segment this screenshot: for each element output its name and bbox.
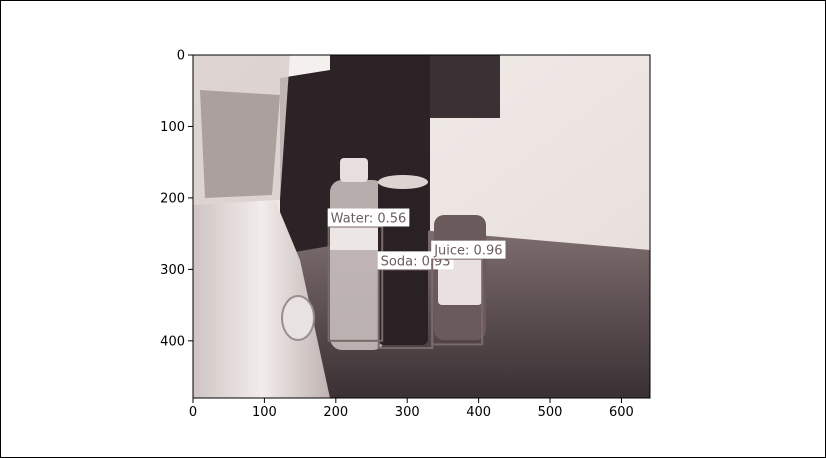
x-tick-label: 400: [466, 405, 491, 420]
cabinet-panel: [430, 55, 500, 118]
y-tick-label: 100: [160, 120, 185, 135]
blender-base: [193, 200, 330, 398]
x-tick-label: 0: [189, 405, 197, 420]
y-tick-label: 0: [177, 49, 185, 64]
detection-label-background: [431, 240, 506, 259]
x-axis: 0 100 200 300 400 500 600: [189, 398, 634, 420]
y-tick-label: 300: [160, 263, 185, 278]
water-bottle: [330, 180, 385, 350]
y-axis: 0 100 200 300 400: [160, 49, 193, 349]
detection-label-background: [327, 208, 410, 227]
soda-can-top: [378, 175, 428, 189]
x-tick-label: 200: [323, 405, 348, 420]
water-cap: [340, 158, 368, 182]
water-label: [330, 225, 385, 250]
x-tick-label: 300: [395, 405, 420, 420]
x-tick-label: 100: [252, 405, 277, 420]
blender-liquid: [200, 90, 280, 198]
detection-label: Water: 0.56: [331, 212, 407, 227]
photo: [193, 55, 650, 398]
detection-label: Juice: 0.96: [433, 244, 502, 259]
white-shelf: [280, 55, 330, 78]
y-tick-label: 400: [160, 334, 185, 349]
x-tick-label: 600: [609, 405, 634, 420]
plot-border: [192, 54, 651, 399]
x-tick-label: 500: [538, 405, 563, 420]
blender-knob: [281, 295, 315, 341]
y-tick-label: 200: [160, 191, 185, 206]
